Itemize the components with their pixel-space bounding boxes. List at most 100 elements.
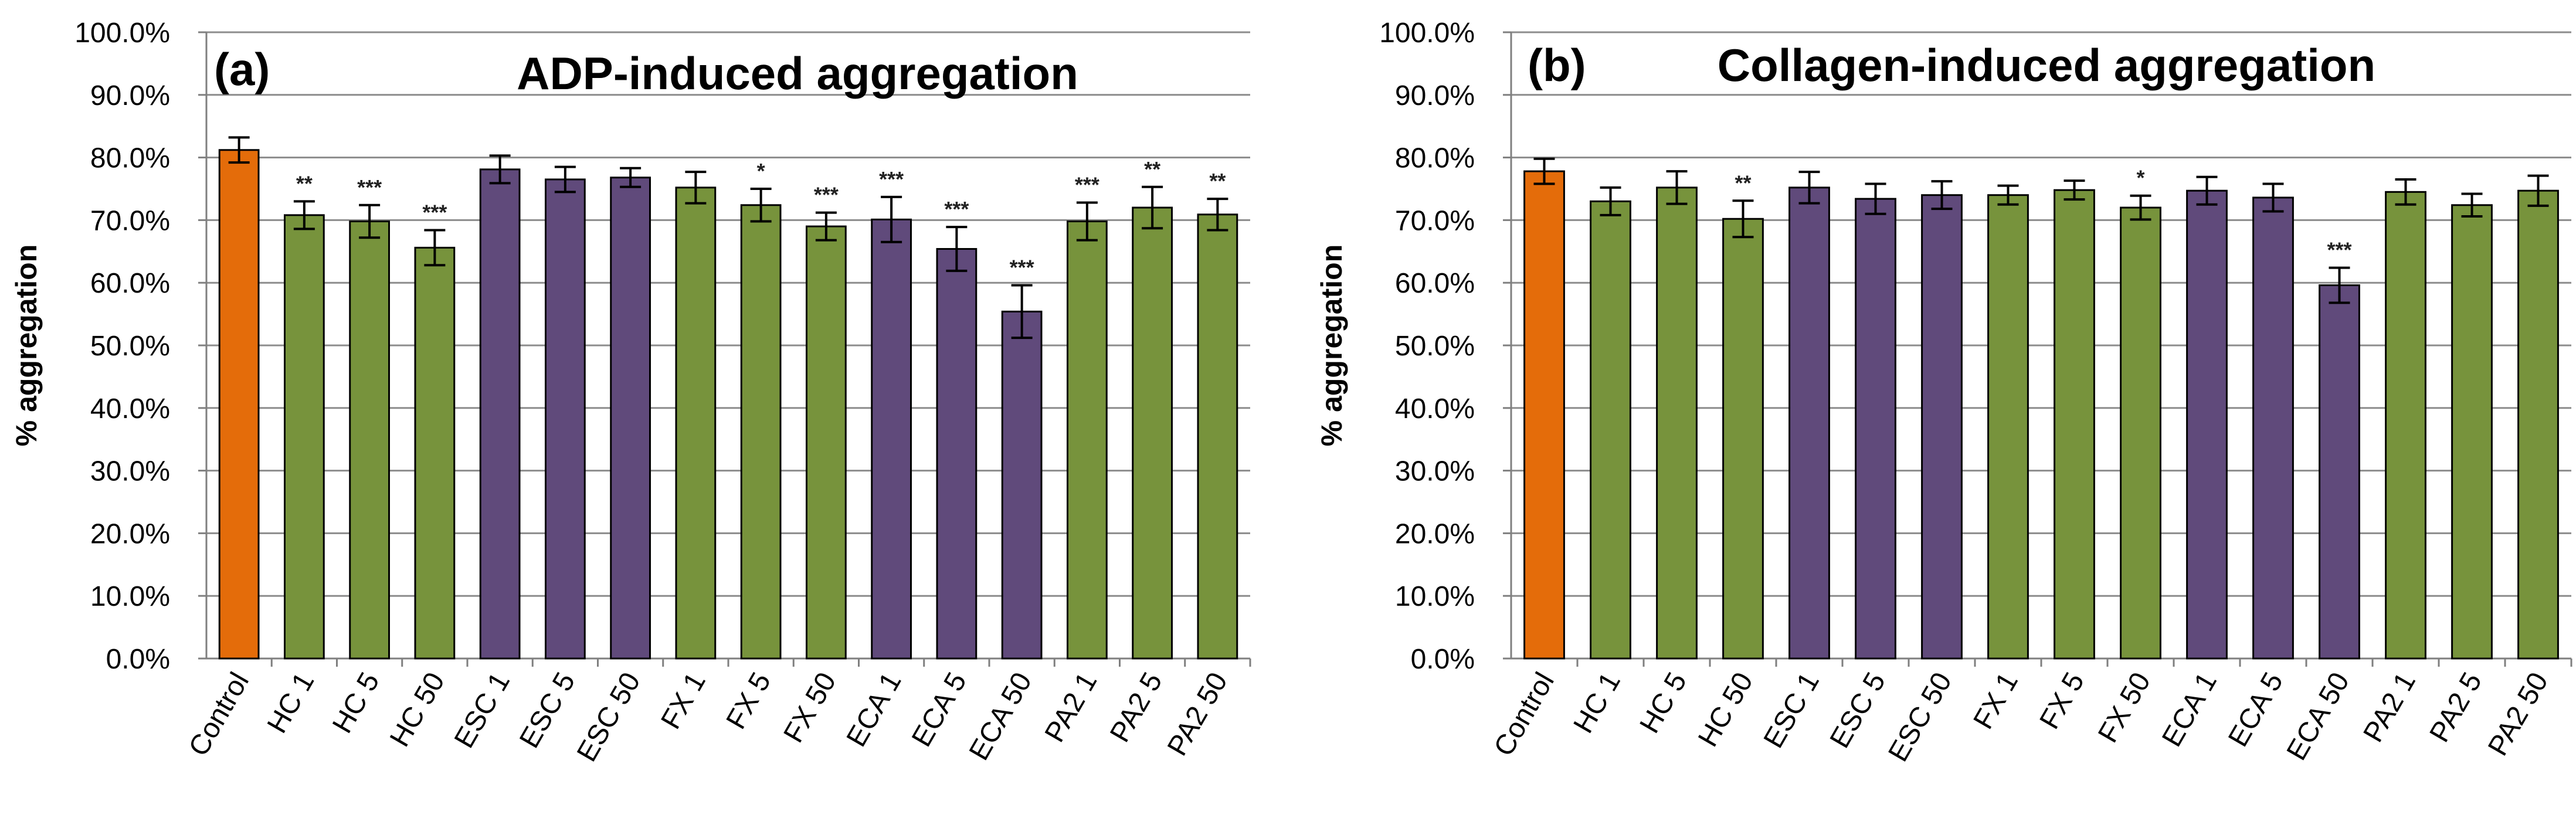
significance-label: ** — [1735, 171, 1751, 195]
significance-label: ** — [296, 171, 313, 195]
category-label: HC 5 — [1634, 667, 1693, 738]
category-label: ESC 50 — [1882, 667, 1958, 767]
category-label: PA2 1 — [2358, 667, 2422, 748]
category-label: ESC 50 — [571, 667, 647, 767]
bar — [1067, 220, 1108, 660]
category-label: ESC 5 — [1824, 667, 1892, 753]
significance-label: *** — [357, 175, 382, 199]
y-tick-label: 70.0% — [90, 205, 170, 236]
category-label: ESC 1 — [1758, 667, 1825, 753]
significance-label: *** — [422, 200, 447, 224]
y-tick-label: 50.0% — [1395, 331, 1475, 362]
bar — [1523, 170, 1565, 660]
bar — [1001, 310, 1043, 660]
y-tick-label: 50.0% — [90, 331, 170, 362]
category-label: ESC 5 — [514, 667, 581, 753]
category-label: FX 1 — [1967, 667, 2024, 734]
y-tick-label: 40.0% — [90, 393, 170, 425]
category-label: Control — [1488, 667, 1560, 762]
y-tick-label: 90.0% — [90, 80, 170, 111]
significance-label: *** — [1075, 172, 1099, 196]
bar — [1197, 213, 1238, 660]
category-label: ECA 50 — [2281, 667, 2356, 765]
category-label: PA2 50 — [2482, 667, 2554, 761]
category-label: PA2 5 — [1104, 667, 1169, 748]
bar — [1987, 194, 2029, 660]
category-label: HC 50 — [1692, 667, 1759, 752]
bar — [284, 214, 325, 660]
category-label: FX 5 — [721, 667, 778, 734]
bar — [675, 186, 717, 660]
y-tick-label: 30.0% — [1395, 456, 1475, 487]
chart-title: Collagen-induced aggregation — [1718, 39, 2375, 91]
y-tick-label: 40.0% — [1395, 393, 1475, 425]
y-tick-label: 0.0% — [1411, 644, 1475, 675]
category-label: HC 50 — [384, 667, 451, 752]
panel-label: (a) — [214, 43, 270, 95]
category-label: HC 1 — [1567, 667, 1627, 738]
bar — [349, 220, 390, 660]
significance-label: * — [757, 159, 765, 183]
bar — [414, 246, 456, 660]
bar — [1132, 206, 1173, 660]
y-tick-label: 60.0% — [1395, 268, 1475, 299]
category-label: ECA 50 — [963, 667, 1038, 765]
category-label: PA2 5 — [2424, 667, 2489, 748]
category-label: FX 5 — [2034, 667, 2090, 734]
category-label: FX 50 — [2092, 667, 2157, 748]
significance-label: ** — [1144, 157, 1160, 181]
y-tick-label: 10.0% — [1395, 581, 1475, 612]
category-label: FX 1 — [655, 667, 712, 734]
y-tick-label: 100.0% — [1379, 18, 1475, 49]
y-tick-label: 60.0% — [90, 268, 170, 299]
y-tick-label: 30.0% — [90, 456, 170, 487]
category-label: HC 1 — [262, 667, 321, 738]
category-label: ECA 5 — [2222, 667, 2289, 752]
significance-label: *** — [1010, 255, 1034, 279]
bar — [2120, 206, 2161, 660]
category-label: PA2 1 — [1039, 667, 1104, 748]
category-label: ECA 1 — [2156, 667, 2223, 752]
category-label: FX 50 — [778, 667, 842, 748]
y-tick-label: 10.0% — [90, 581, 170, 612]
significance-label: *** — [879, 167, 904, 191]
bar — [2054, 189, 2095, 660]
y-tick-label: 80.0% — [1395, 143, 1475, 174]
bar — [1656, 186, 1698, 660]
bar — [545, 178, 586, 660]
category-label: Control — [183, 667, 255, 762]
bar — [479, 168, 521, 660]
significance-label: * — [2136, 166, 2144, 190]
bar — [218, 149, 260, 660]
y-axis-label: % aggregation — [1315, 245, 1348, 446]
y-tick-label: 0.0% — [106, 644, 170, 675]
bar — [1590, 200, 1631, 660]
y-tick-label: 70.0% — [1395, 205, 1475, 236]
category-label: PA2 50 — [1162, 667, 1234, 761]
significance-label: *** — [814, 183, 839, 207]
y-tick-label: 20.0% — [90, 518, 170, 549]
bar — [610, 177, 651, 660]
category-label: ECA 1 — [841, 667, 908, 752]
category-label: HC 5 — [327, 667, 386, 738]
bar — [806, 225, 847, 660]
bar — [1788, 186, 1830, 660]
bar — [2517, 189, 2559, 660]
bar — [2385, 191, 2426, 660]
y-tick-label: 20.0% — [1395, 518, 1475, 549]
y-axis-label: % aggregation — [10, 245, 43, 446]
bar — [871, 218, 912, 660]
panel-label: (b) — [1528, 39, 1586, 91]
bar — [740, 204, 782, 660]
significance-label: ** — [1209, 169, 1226, 193]
significance-label: *** — [944, 197, 969, 221]
category-label: ESC 1 — [449, 667, 516, 753]
bar — [2252, 196, 2294, 660]
y-tick-label: 80.0% — [90, 143, 170, 174]
bar — [2186, 189, 2228, 660]
bar — [1921, 194, 1963, 660]
bar — [936, 248, 978, 660]
category-label: ECA 5 — [906, 667, 973, 752]
